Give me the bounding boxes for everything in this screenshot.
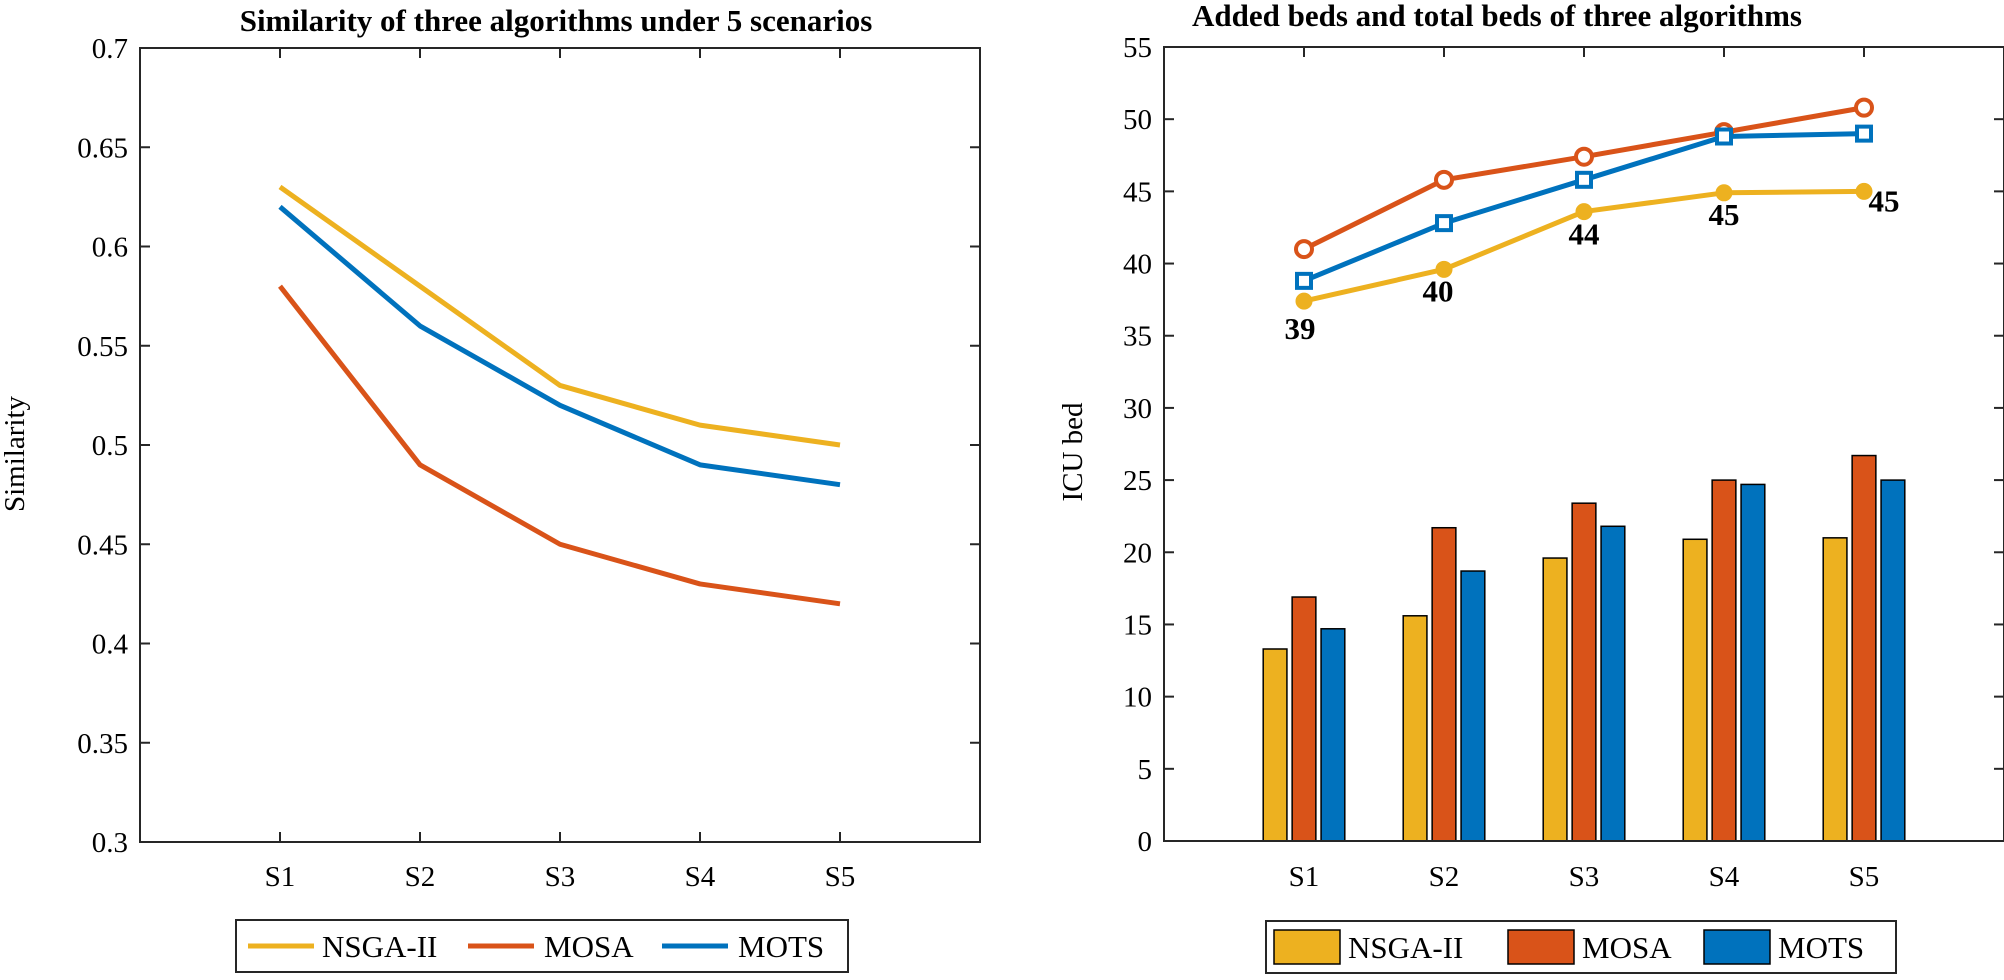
icu-bed-y-axis-label: ICU bed [1057, 402, 1089, 502]
data-label-s4: 45 [1709, 197, 1740, 232]
y-tick-label: 25 [1123, 465, 1152, 497]
y-tick-label: 0.7 [92, 33, 128, 65]
legend-label-mosa: MOSA [544, 929, 634, 964]
bar-nsga-ii-s4 [1682, 538, 1708, 842]
y-tick-label: 10 [1123, 682, 1152, 714]
bar-mosa-s3 [1571, 502, 1597, 842]
icu-bed-legend[interactable]: NSGA-II MOSA MOTS [1265, 920, 1897, 974]
y-tick-label: 55 [1123, 32, 1152, 64]
marker-mots-s3 [1575, 170, 1593, 189]
marker-nsga-ii-s2 [1435, 260, 1453, 278]
x-tick-label: S1 [1289, 861, 1320, 893]
marker-mosa-s1 [1294, 239, 1314, 260]
data-label-s3: 44 [1569, 217, 1600, 252]
x-tick-label: S5 [1849, 861, 1880, 893]
marker-nsga-ii-s1 [1295, 292, 1313, 310]
bar-mosa-s4 [1711, 479, 1737, 842]
similarity-legend-box [235, 919, 849, 973]
x-tick-label: S1 [265, 861, 296, 893]
x-tick-label: S2 [1429, 861, 1460, 893]
total-bed-series-lines [1294, 97, 1874, 310]
icu-bed-legend-box [1265, 920, 1897, 974]
bar-nsga-ii-s1 [1262, 648, 1288, 842]
bar-mosa-s1 [1291, 596, 1317, 842]
marker-mots-s1 [1295, 271, 1313, 290]
bar-nsga-ii-s3 [1542, 557, 1568, 842]
x-tick-label: S4 [1709, 861, 1740, 893]
icu-bed-chart-title: Added beds and total beds of three algor… [1192, 0, 1802, 33]
similarity-y-axis-label: Similarity [0, 396, 31, 513]
bar-nsga-ii-s5 [1822, 537, 1848, 842]
icu-bed-y-tick-labels: 0 5 10 15 20 25 30 35 40 45 50 55 [1123, 32, 1152, 858]
similarity-legend[interactable]: NSGA-II MOSA MOTS [235, 919, 849, 973]
x-tick-label: S3 [1569, 861, 1600, 893]
similarity-x-tick-labels: S1 S2 S3 S4 S5 [265, 861, 856, 893]
y-tick-label: 0.55 [77, 331, 128, 363]
bar-mots-s2 [1460, 570, 1486, 842]
total-bed-data-labels: 39 40 44 45 45 [1285, 183, 1900, 346]
marker-nsga-ii-s5 [1855, 182, 1873, 200]
similarity-y-tick-labels: 0.3 0.35 0.4 0.45 0.5 0.55 0.6 0.65 0.7 [77, 33, 128, 859]
marker-nsga-ii-s3 [1575, 203, 1593, 221]
y-tick-label: 30 [1123, 393, 1152, 425]
legend-label-nsga-ii: NSGA-II [1348, 930, 1463, 965]
data-label-s2: 40 [1423, 273, 1454, 308]
y-tick-label: 35 [1123, 321, 1152, 353]
marker-mots-s5 [1855, 124, 1873, 143]
similarity-series-lines [278, 184, 841, 607]
legend-label-mots: MOTS [1778, 930, 1864, 965]
bar-nsga-ii-s2 [1402, 615, 1428, 842]
bar-mots-s1 [1320, 628, 1346, 842]
marker-mosa-s5 [1854, 97, 1874, 118]
data-label-s1: 39 [1285, 311, 1316, 346]
marker-mosa-s3 [1574, 146, 1594, 167]
bar-mots-s4 [1740, 483, 1766, 842]
legend-swatch-mots [1703, 929, 1771, 965]
similarity-axis-ticks [140, 47, 980, 843]
y-tick-label: 0.35 [77, 728, 128, 760]
data-label-s5: 45 [1869, 183, 1900, 218]
icu-bed-x-tick-labels: S1 S2 S3 S4 S5 [1289, 861, 1880, 893]
marker-mots-s4 [1715, 127, 1733, 146]
y-tick-label: 15 [1123, 609, 1152, 641]
bar-mots-s3 [1600, 525, 1626, 842]
series-line-mots [278, 204, 841, 488]
legend-swatch-nsga-ii [1273, 929, 1341, 965]
x-tick-label: S5 [825, 861, 856, 893]
y-tick-label: 0.4 [92, 629, 129, 661]
y-tick-label: 5 [1138, 754, 1153, 786]
y-tick-label: 40 [1123, 249, 1152, 281]
series-line-nsga-ii [278, 184, 841, 448]
x-tick-label: S4 [685, 861, 716, 893]
y-tick-label: 0.65 [77, 132, 128, 164]
similarity-plot-frame [139, 47, 981, 843]
y-tick-label: 0.5 [92, 430, 128, 462]
y-tick-label: 0.6 [92, 232, 128, 264]
marker-mosa-s2 [1434, 169, 1454, 190]
legend-swatch-mosa [1507, 929, 1575, 965]
marker-nsga-ii-s4 [1715, 184, 1733, 202]
icu-bed-plot-frame [1163, 46, 2004, 842]
x-tick-label: S3 [545, 861, 576, 893]
bar-mosa-s2 [1431, 526, 1457, 842]
bar-mosa-s5 [1851, 454, 1877, 842]
similarity-chart-title: Similarity of three algorithms under 5 s… [240, 3, 873, 38]
icu-bed-bar-chart: Added beds and total beds of three algor… [1057, 0, 2004, 974]
series-line-mosa [278, 284, 841, 607]
legend-label-nsga-ii: NSGA-II [322, 929, 437, 964]
y-tick-label: 0.45 [77, 529, 128, 561]
y-tick-label: 50 [1123, 104, 1152, 136]
marker-mots-s2 [1435, 214, 1453, 233]
y-tick-label: 0 [1138, 826, 1153, 858]
x-tick-label: S2 [405, 861, 436, 893]
similarity-line-chart: Similarity of three algorithms under 5 s… [0, 3, 981, 973]
bar-mots-s5 [1880, 479, 1906, 842]
y-tick-label: 0.3 [92, 827, 128, 859]
y-tick-label: 20 [1123, 537, 1152, 569]
legend-label-mots: MOTS [738, 929, 824, 964]
legend-label-mosa: MOSA [1582, 930, 1672, 965]
y-tick-label: 45 [1123, 176, 1152, 208]
